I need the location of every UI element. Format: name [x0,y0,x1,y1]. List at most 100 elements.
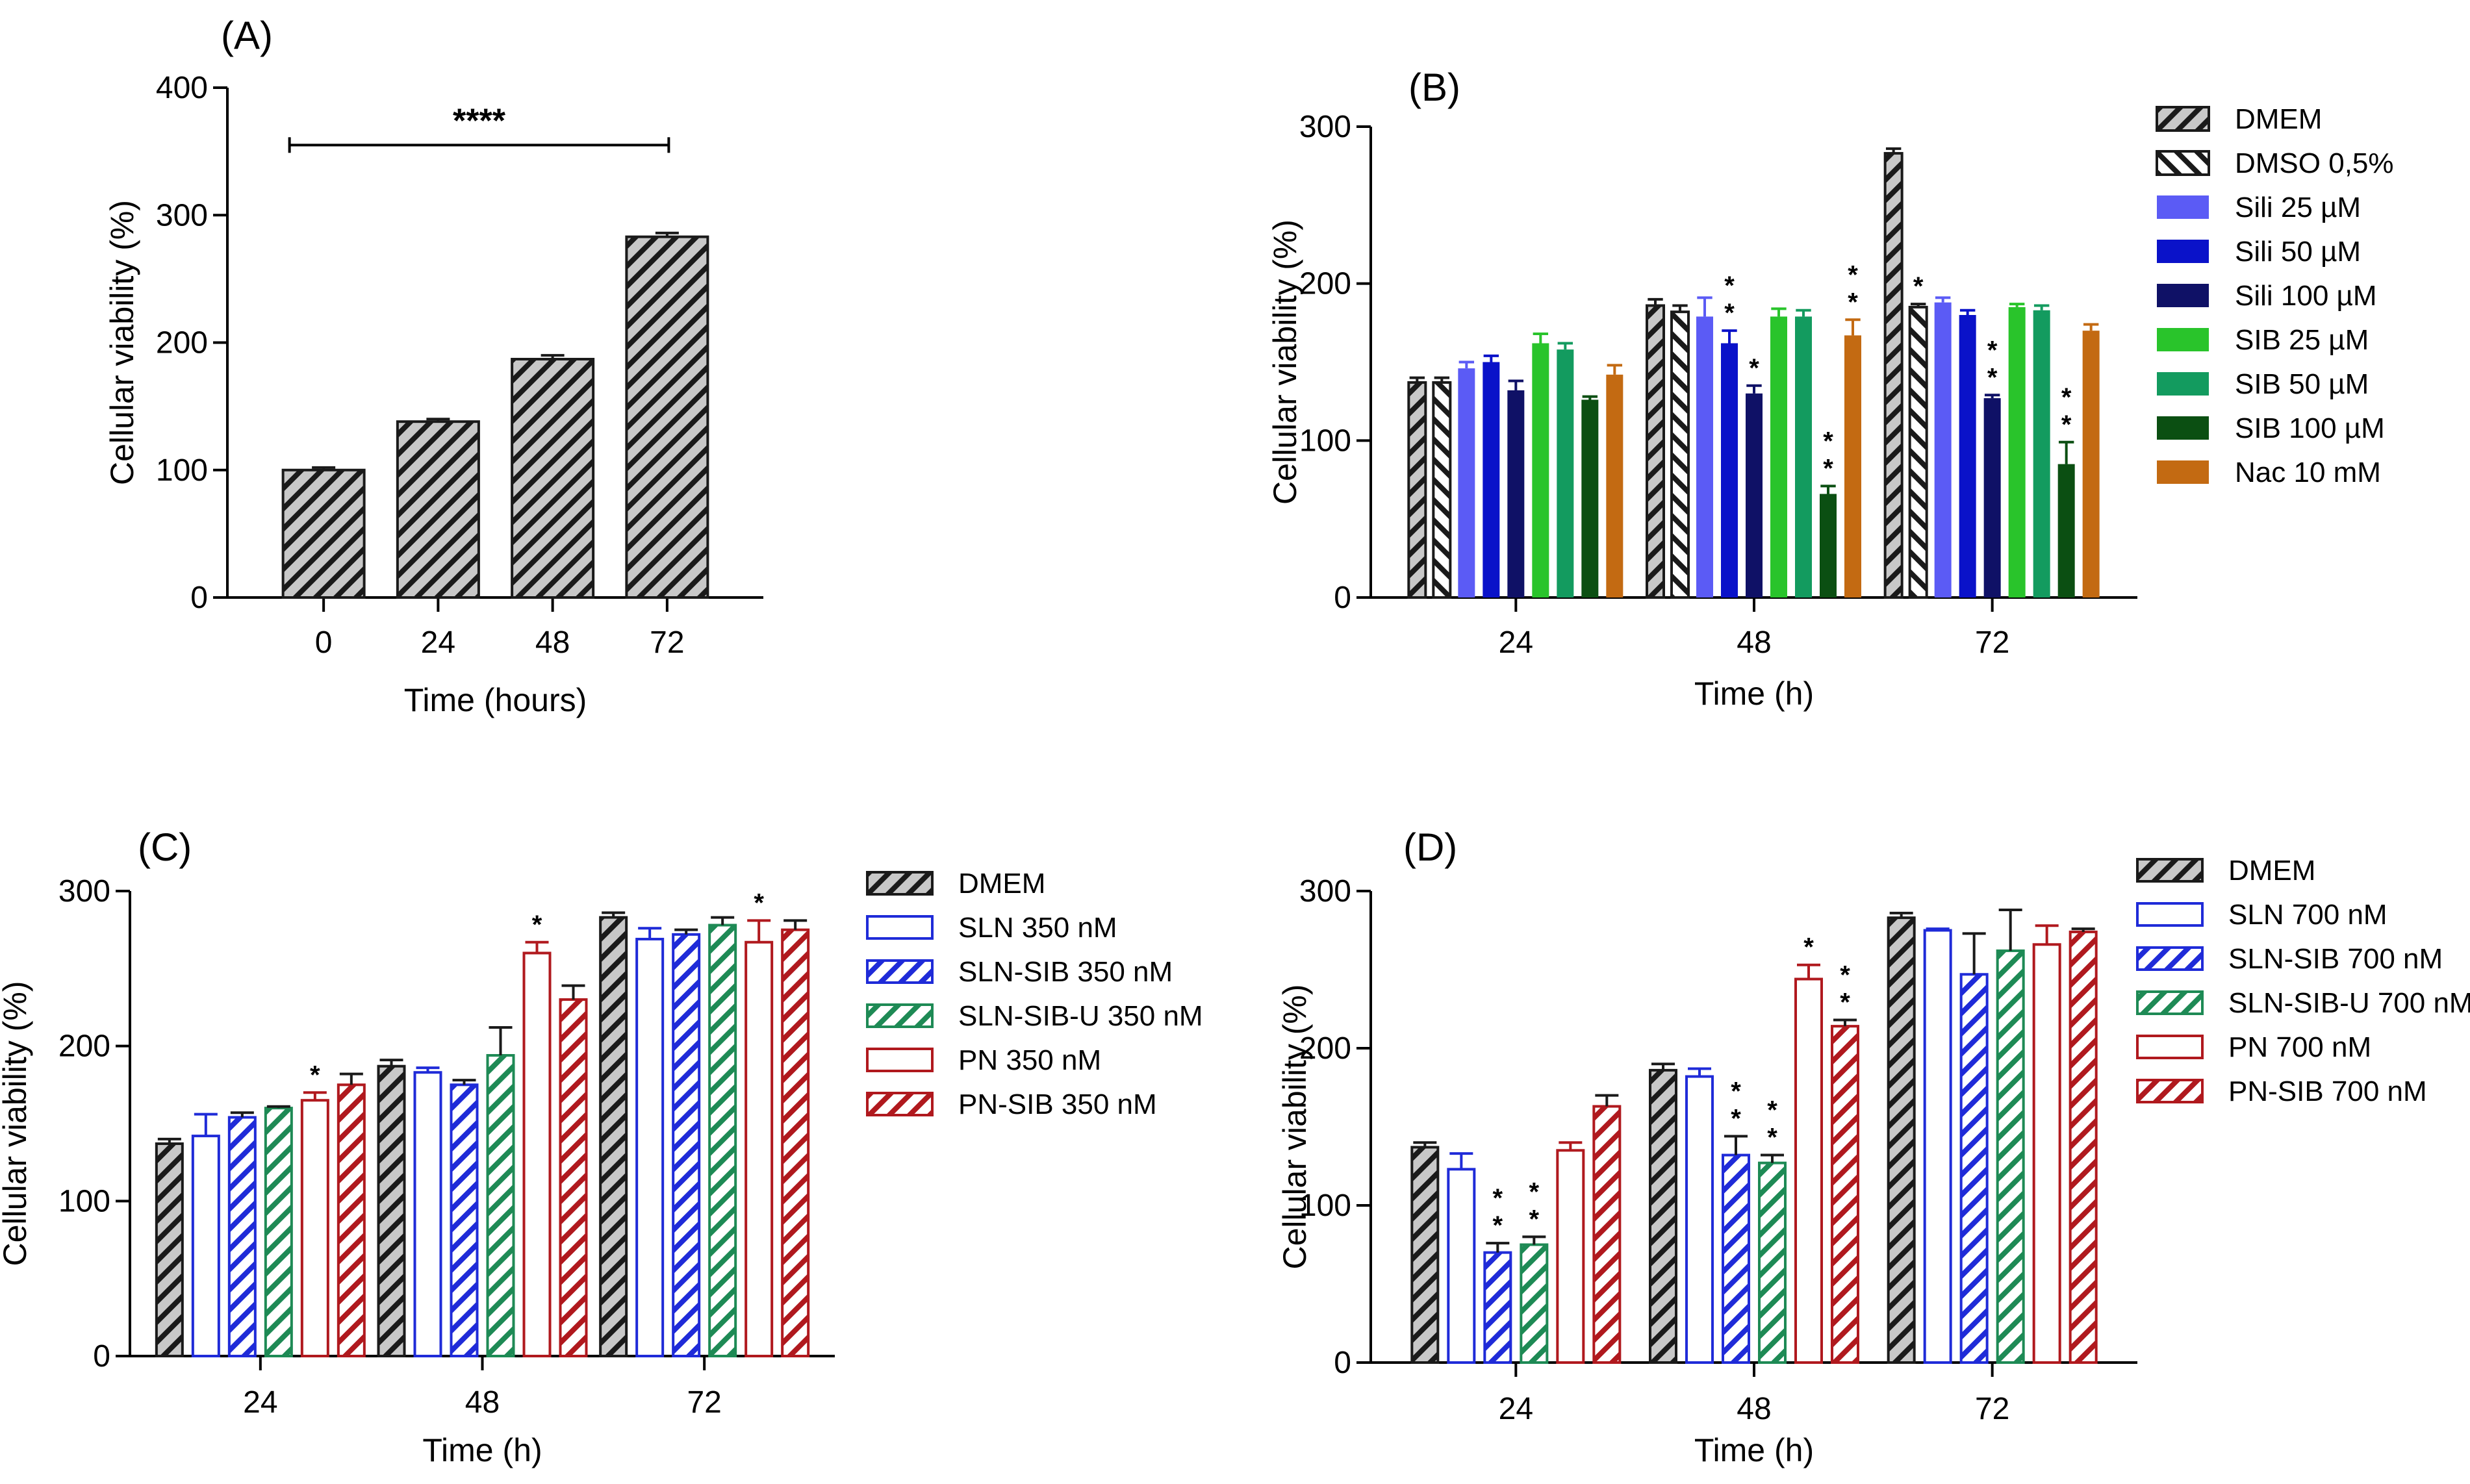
y-tick-label: 100 [1299,1188,1351,1223]
y-tick-label: 200 [156,326,208,360]
significance-star: * [1724,271,1735,300]
bar [1831,1025,1859,1364]
y-tick-label: 0 [1334,1346,1351,1380]
legend-label: SLN 350 nM [958,912,1117,944]
y-tick-label: 300 [58,874,110,909]
x-tick-label: 48 [1737,625,1771,660]
legend-label: PN-SIB 350 nM [958,1088,1157,1120]
panel-b-chart: (B) 0 100 200 300 Cellular viability (%) Time … [1267,66,2394,712]
bar [1458,368,1475,597]
legend-label: SLN-SIB 350 nM [958,956,1173,988]
legend-swatch [2156,150,2210,176]
significance-star: * [2061,383,2072,412]
bar [2033,310,2050,597]
bar [1410,1146,1440,1364]
bar [1483,1251,1512,1364]
bar [1983,398,2001,597]
y-tick-label: 0 [190,581,208,615]
legend-label: SLN-SIB 700 nM [2228,943,2443,975]
panel-label: (C) [138,825,192,869]
y-tick-label: 100 [1299,423,1351,458]
bar [1592,1105,1622,1365]
bar [1746,393,1763,597]
x-tick-label: 24 [243,1385,277,1420]
bar [1996,949,2025,1364]
significance-star: * [1529,1177,1540,1206]
legend-swatch [2136,858,2204,883]
legend-label: PN 350 nM [958,1044,1101,1076]
x-tick-label: 24 [1499,1392,1533,1426]
bar [1407,381,1427,599]
legend-swatch [866,1092,934,1116]
bar [1721,343,1738,597]
legend: DMEM SLN 350 nM SLN-SIB 350 nM SLN-SIB-U 35… [866,868,1203,1120]
significance-star: * [1529,1205,1540,1233]
x-tick-label: 48 [465,1385,500,1420]
y-axis-label: Cellular viability (%) [0,981,33,1266]
bar [635,937,665,1357]
bar [1887,916,1916,1364]
legend-label: SIB 100 µM [2235,412,2385,444]
y-tick-label: 300 [1299,110,1351,144]
bar [1959,315,1976,597]
y-tick-label: 200 [1299,267,1351,301]
bar [599,916,628,1358]
bar [1820,494,1837,597]
bar [1649,1068,1677,1364]
bar [2082,331,2100,597]
bar [1507,390,1525,597]
legend-swatch [2136,990,2204,1015]
bar [486,1053,515,1358]
significance-star: * [1731,1105,1741,1133]
y-axis-label: Cellular viability (%) [1277,985,1313,1270]
bar [1795,316,1812,597]
bar [1959,973,1989,1364]
legend: DMEM DMSO 0,5% Sili 25 µM Sili 50 µM Sili 10… [2156,103,2394,488]
bar [1581,399,1599,597]
legend-swatch [2157,460,2209,484]
legend-label: SIB 50 µM [2235,368,2369,400]
legend-label: PN 700 nM [2228,1031,2371,1063]
x-tick-label: 24 [421,625,455,660]
y-tick-label: 300 [1299,874,1351,909]
panel-label: (A) [221,14,273,57]
significance-star: * [1493,1184,1503,1213]
bar [1722,1153,1750,1365]
significance-star: * [1731,1077,1741,1106]
significance-star: * [754,888,764,917]
legend-swatch [2136,1035,2204,1059]
legend-label: Sili 100 µM [2235,280,2377,312]
bar [227,1116,257,1358]
panel-c-chart: (C) 0 100 200 300 Cellular viability (%) Time … [0,825,1203,1468]
bar [1685,1075,1714,1365]
bar [377,1064,406,1358]
bar [1934,302,1952,597]
legend-swatch [866,871,934,896]
significance-star: * [1987,336,1998,364]
legend-swatch [866,1003,934,1028]
x-tick-label: 48 [1737,1392,1771,1426]
bar [1923,929,1952,1364]
bar [337,1083,366,1358]
significance-star: * [1913,272,1924,301]
legend-label: SIB 25 µM [2235,324,2369,356]
y-axis-label: Cellular viability (%) [104,200,140,485]
bar [1606,374,1623,597]
bar [1883,152,1903,599]
bar [522,951,552,1357]
bar [2032,943,2061,1364]
legend-swatch [2136,1079,2204,1103]
bar [1670,310,1690,599]
bar [625,235,709,599]
legend-swatch [2157,195,2209,219]
bar [2057,464,2075,597]
bar [1556,1149,1585,1365]
bar [1908,305,1928,599]
bar [708,924,737,1358]
panel-label: (B) [1408,66,1460,109]
legend-swatch [866,915,934,940]
legend-swatch [866,1048,934,1072]
legend-swatch [2157,416,2209,440]
legend-swatch [2157,328,2209,351]
